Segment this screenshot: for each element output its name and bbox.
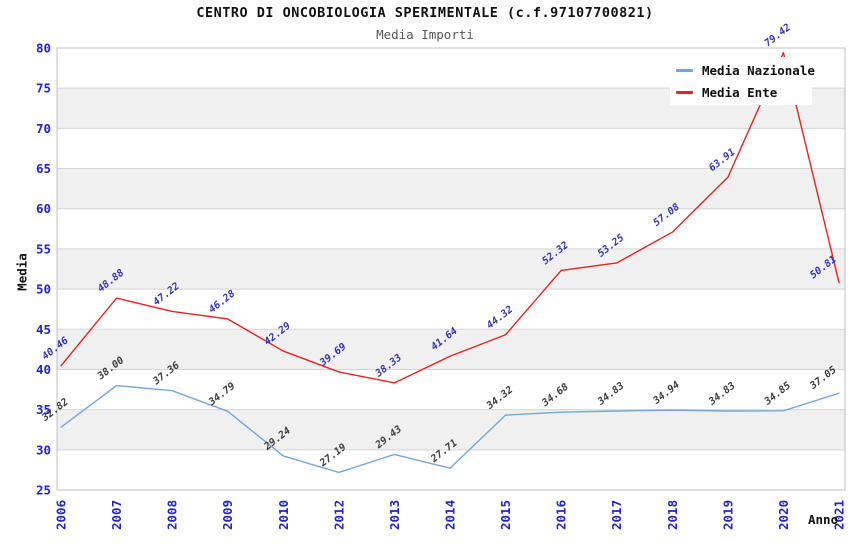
x-tick-label: 2014 xyxy=(443,500,458,530)
chart-title: CENTRO DI ONCOBIOLOGIA SPERIMENTALE (c.f… xyxy=(196,5,654,21)
media-ente-swatch-icon xyxy=(676,90,693,94)
y-tick-label: 25 xyxy=(36,483,51,498)
y-tick-label: 60 xyxy=(36,201,51,216)
y-tick-label: 80 xyxy=(36,41,51,56)
legend: Media Nazionale Media Ente xyxy=(670,57,815,105)
y-tick-label: 45 xyxy=(36,322,51,337)
x-tick-label: 2013 xyxy=(387,500,402,530)
media-nazionale-swatch-icon xyxy=(676,68,693,72)
legend-item-media-nazionale: Media Nazionale xyxy=(676,62,815,78)
plot-band xyxy=(57,329,845,370)
data-point-label: 34.83 xyxy=(706,380,737,408)
plot-band xyxy=(57,248,845,290)
plot-band xyxy=(57,409,845,450)
x-tick-label: 2016 xyxy=(554,500,569,530)
data-point-label: 79.42 xyxy=(763,22,793,49)
x-tick-label: 2018 xyxy=(665,500,680,530)
data-point-label: 34.32 xyxy=(484,385,515,413)
x-tick-label: 2012 xyxy=(331,500,346,530)
legend-label: Media Nazionale xyxy=(702,62,815,78)
x-tick-label: 2015 xyxy=(498,500,513,530)
y-tick-label: 50 xyxy=(36,282,51,297)
y-tick-label: 30 xyxy=(36,442,51,457)
y-tick-label: 65 xyxy=(36,161,51,176)
x-tick-label: 2020 xyxy=(776,500,791,530)
data-point-label: 44.32 xyxy=(485,304,515,331)
y-tick-label: 55 xyxy=(36,241,51,256)
y-tick-label: 70 xyxy=(36,121,51,136)
data-point-label: 46.28 xyxy=(207,288,237,315)
chart-subtitle: Media Importi xyxy=(376,27,474,42)
y-axis-title: Media xyxy=(14,253,30,291)
x-tick-label: 2006 xyxy=(54,500,69,530)
legend-label: Media Ente xyxy=(702,84,778,100)
x-tick-label: 2017 xyxy=(609,500,624,530)
plot-border xyxy=(56,47,846,491)
plot-band xyxy=(57,168,845,209)
x-tick-label: 2019 xyxy=(720,500,735,530)
x-tick-label: 2021 xyxy=(832,500,847,530)
x-tick-label: 2009 xyxy=(220,500,235,530)
data-point-label: 34.83 xyxy=(595,380,626,408)
y-tick-label: 75 xyxy=(36,81,51,96)
data-point-label: 34.85 xyxy=(762,380,793,408)
x-tick-label: 2010 xyxy=(276,500,291,530)
data-point-label: 34.94 xyxy=(651,380,682,408)
data-point-label: 34.79 xyxy=(206,381,237,409)
y-tick-label: 40 xyxy=(36,362,51,377)
x-tick-label: 2007 xyxy=(109,500,124,530)
series-line-media-nazionale xyxy=(60,384,840,474)
data-point-label: 34.68 xyxy=(540,382,571,410)
y-tick-label: 35 xyxy=(36,402,51,417)
legend-item-media-ente: Media Ente xyxy=(676,85,812,100)
series-line-media-ente xyxy=(60,51,840,384)
x-tick-label: 2008 xyxy=(165,500,180,530)
x-axis-title: Anno xyxy=(808,512,839,527)
